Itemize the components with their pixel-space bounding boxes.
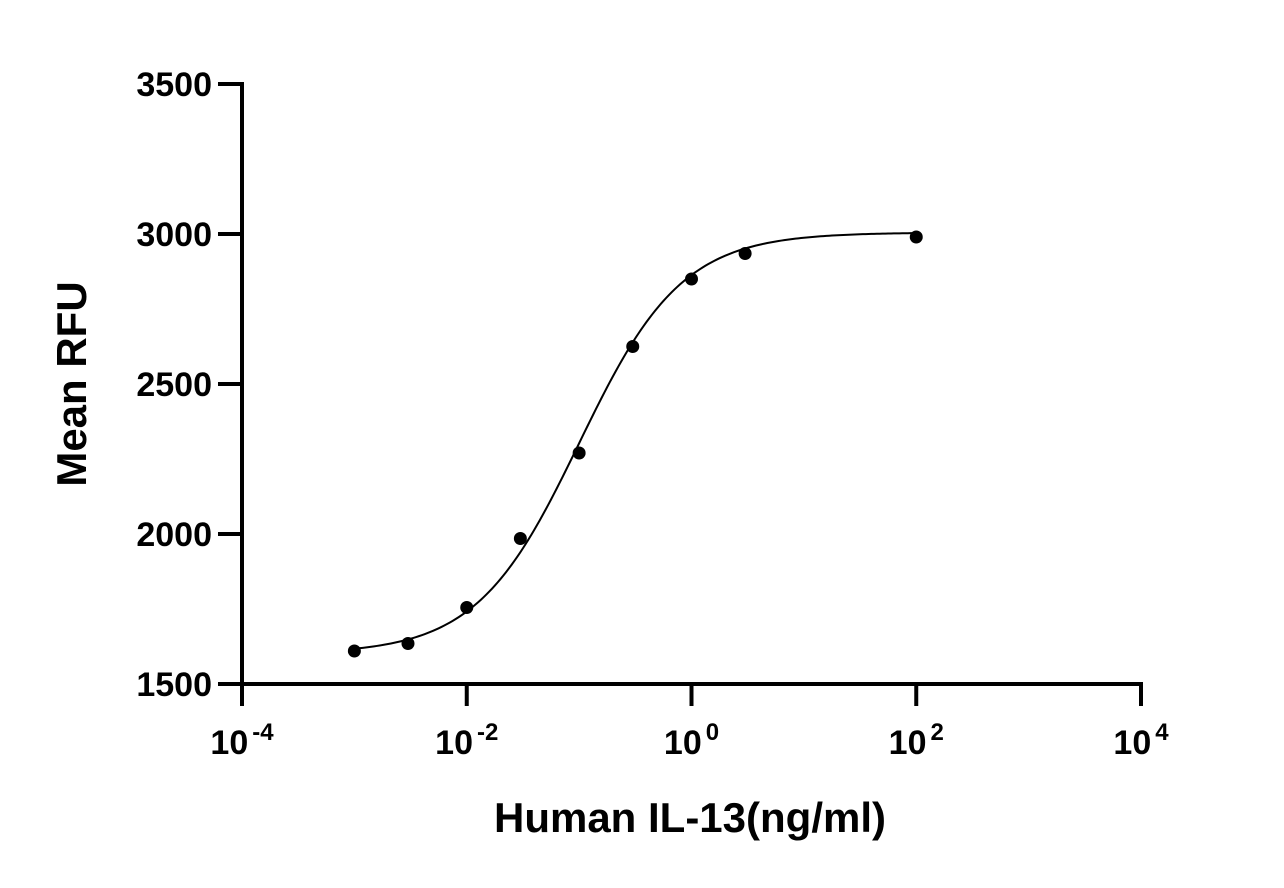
y-tick-label: 3500 bbox=[136, 66, 212, 104]
data-point bbox=[685, 272, 698, 286]
y-axis-title: Mean RFU bbox=[48, 281, 95, 486]
x-tick-label: 10 0 bbox=[664, 719, 719, 762]
data-point bbox=[513, 532, 527, 545]
data-point bbox=[738, 247, 752, 260]
data-point bbox=[401, 637, 415, 650]
y-tick-label: 2500 bbox=[136, 366, 212, 404]
data-point bbox=[347, 644, 361, 658]
data-point bbox=[909, 230, 923, 244]
x-tick-label: 10 -2 bbox=[435, 719, 498, 762]
axes: 1500 2000 2500 3000 3500 10 -4 10 -2 10 0 10 2 10 4 bbox=[136, 66, 1169, 762]
y-tick-label: 2000 bbox=[136, 516, 212, 554]
y-tick-label: 1500 bbox=[136, 666, 212, 704]
fit-curve bbox=[354, 232, 917, 650]
x-tick-label: 10 4 bbox=[1113, 719, 1169, 762]
data-points bbox=[347, 230, 923, 658]
y-tick-label: 3000 bbox=[136, 216, 212, 254]
x-tick-label: 10 2 bbox=[889, 719, 944, 762]
data-point bbox=[626, 340, 640, 353]
fit-curve-layer bbox=[354, 232, 917, 650]
x-tick-label: 10 -4 bbox=[210, 719, 274, 762]
x-axis-title: Human IL-13(ng/ml) bbox=[494, 794, 886, 841]
data-point bbox=[460, 601, 474, 614]
data-point bbox=[572, 446, 586, 460]
